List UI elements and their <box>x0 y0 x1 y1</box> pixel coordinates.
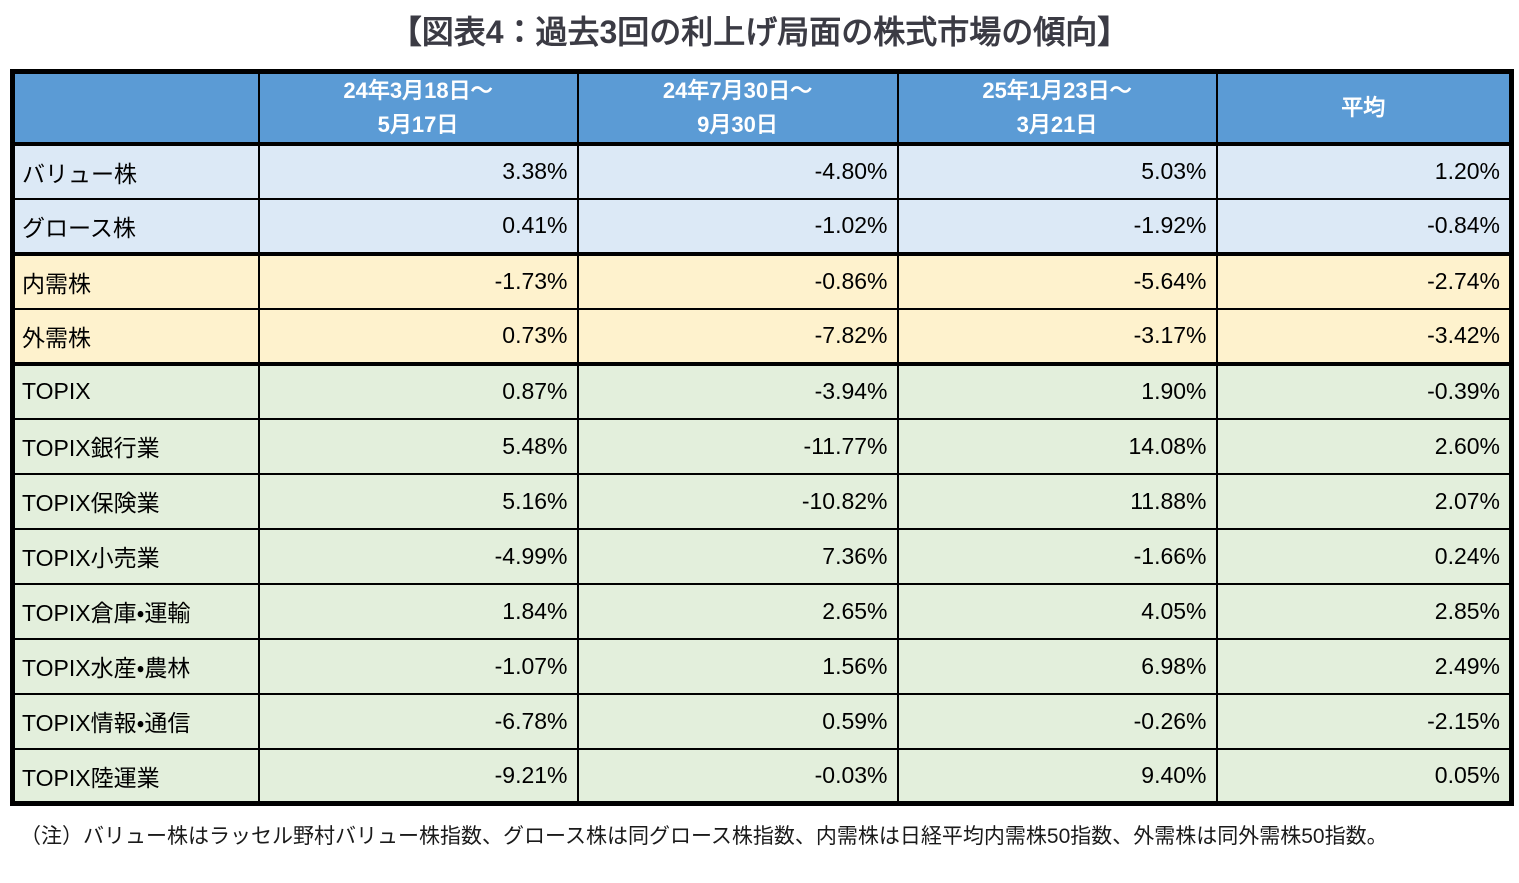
market-trend-table: 24年3月18日～ 5月17日 24年7月30日～ 9月30日 25年1月23日… <box>10 68 1514 807</box>
cell-value: -7.82% <box>576 307 899 365</box>
header-period-3-line1: 25年1月23日～ <box>982 77 1132 103</box>
cell-value: -1.73% <box>257 251 579 310</box>
cell-value: 5.03% <box>896 142 1218 200</box>
cell-value: -3.42% <box>1215 307 1513 365</box>
cell-value: -3.17% <box>896 307 1218 365</box>
cell-value: -2.74% <box>1215 251 1513 310</box>
header-corner-cell <box>11 70 260 146</box>
cell-value: 0.41% <box>257 197 579 255</box>
cell-value: 3.38% <box>257 142 579 200</box>
cell-value: -1.92% <box>896 197 1218 255</box>
row-label: TOPIX保険業 <box>11 472 260 530</box>
cell-value: 14.08% <box>896 417 1218 475</box>
header-period-2-line1: 24年7月30日～ <box>662 77 813 103</box>
header-row: 24年3月18日～ 5月17日 24年7月30日～ 9月30日 25年1月23日… <box>11 70 1513 146</box>
cell-value: 4.05% <box>896 582 1218 640</box>
cell-value: -0.84% <box>1215 197 1513 255</box>
cell-value: -5.64% <box>896 251 1218 310</box>
table-row: TOPIX小売業 -4.99% 7.36% -1.66% 0.24% <box>11 527 1513 585</box>
cell-value: 11.88% <box>896 472 1218 530</box>
row-label: TOPIX陸運業 <box>11 747 260 805</box>
cell-value: 7.36% <box>576 527 899 585</box>
cell-value: -4.99% <box>257 527 579 585</box>
cell-value: -1.02% <box>576 197 899 255</box>
table-row: TOPIX倉庫・運輸 1.84% 2.65% 4.05% 2.85% <box>11 582 1513 640</box>
table-row: バリュー株 3.38% -4.80% 5.03% 1.20% <box>11 142 1513 200</box>
cell-value: -0.03% <box>576 747 899 805</box>
header-period-2: 24年7月30日～ 9月30日 <box>576 70 899 146</box>
cell-value: 1.84% <box>257 582 579 640</box>
cell-value: 1.20% <box>1215 142 1513 200</box>
row-label: グロース株 <box>11 197 260 255</box>
cell-value: -4.80% <box>576 142 899 200</box>
cell-value: 2.07% <box>1215 472 1513 530</box>
cell-value: 0.73% <box>257 307 579 365</box>
header-average-label: 平均 <box>1341 94 1386 120</box>
cell-value: 5.48% <box>257 417 579 475</box>
cell-value: 0.05% <box>1215 747 1513 805</box>
cell-value: 5.16% <box>257 472 579 530</box>
cell-value: 2.65% <box>576 582 899 640</box>
row-label: バリュー株 <box>11 142 260 200</box>
row-label: 外需株 <box>11 307 260 365</box>
header-period-2-line2: 9月30日 <box>697 111 778 137</box>
row-label: TOPIX水産・農林 <box>11 637 260 695</box>
cell-value: 2.60% <box>1215 417 1513 475</box>
table-body: バリュー株 3.38% -4.80% 5.03% 1.20% グロース株 0.4… <box>11 142 1513 805</box>
table-row: TOPIX 0.87% -3.94% 1.90% -0.39% <box>11 361 1513 420</box>
cell-value: 6.98% <box>896 637 1218 695</box>
table-row: TOPIX水産・農林 -1.07% 1.56% 6.98% 2.49% <box>11 637 1513 695</box>
table-header: 24年3月18日～ 5月17日 24年7月30日～ 9月30日 25年1月23日… <box>11 70 1513 146</box>
cell-value: -1.66% <box>896 527 1218 585</box>
cell-value: 0.24% <box>1215 527 1513 585</box>
header-period-3: 25年1月23日～ 3月21日 <box>896 70 1218 146</box>
header-period-1-line1: 24年3月18日～ <box>343 77 493 103</box>
cell-value: -2.15% <box>1215 692 1513 750</box>
header-average: 平均 <box>1215 70 1513 146</box>
cell-value: 0.87% <box>257 361 579 420</box>
table-row: 内需株 -1.73% -0.86% -5.64% -2.74% <box>11 251 1513 310</box>
table-row: TOPIX情報・通信 -6.78% 0.59% -0.26% -2.15% <box>11 692 1513 750</box>
cell-value: -10.82% <box>576 472 899 530</box>
cell-value: -0.86% <box>576 251 899 310</box>
cell-value: 1.90% <box>896 361 1218 420</box>
cell-value: 1.56% <box>576 637 899 695</box>
header-period-1-line2: 5月17日 <box>377 111 459 137</box>
row-label: TOPIX小売業 <box>11 527 260 585</box>
footnote: （注）バリュー株はラッセル野村バリュー株指数、グロース株は同グロース株指数、内需… <box>20 825 1388 849</box>
row-label: TOPIX倉庫・運輸 <box>11 582 260 640</box>
table-row: TOPIX銀行業 5.48% -11.77% 14.08% 2.60% <box>11 417 1513 475</box>
cell-value: 2.49% <box>1215 637 1513 695</box>
table-row: グロース株 0.41% -1.02% -1.92% -0.84% <box>11 197 1513 255</box>
cell-value: -11.77% <box>576 417 899 475</box>
row-label: TOPIX銀行業 <box>11 417 260 475</box>
cell-value: -3.94% <box>576 361 899 420</box>
cell-value: -1.07% <box>257 637 579 695</box>
cell-value: -0.26% <box>896 692 1218 750</box>
cell-value: -9.21% <box>257 747 579 805</box>
page-title: 【図表4：過去3回の利上げ局面の株式市場の傾向】 <box>389 14 1130 50</box>
row-label: TOPIX情報・通信 <box>11 692 260 750</box>
cell-value: 2.85% <box>1215 582 1513 640</box>
cell-value: 0.59% <box>576 692 899 750</box>
table-row: 外需株 0.73% -7.82% -3.17% -3.42% <box>11 307 1513 365</box>
row-label: TOPIX <box>11 361 260 420</box>
cell-value: -6.78% <box>257 692 579 750</box>
row-label: 内需株 <box>11 251 260 310</box>
table-row: TOPIX保険業 5.16% -10.82% 11.88% 2.07% <box>11 472 1513 530</box>
table-row: TOPIX陸運業 -9.21% -0.03% 9.40% 0.05% <box>11 747 1513 805</box>
cell-value: 9.40% <box>896 747 1218 805</box>
header-period-1: 24年3月18日～ 5月17日 <box>257 70 579 146</box>
header-period-3-line2: 3月21日 <box>1016 111 1098 137</box>
cell-value: -0.39% <box>1215 361 1513 420</box>
